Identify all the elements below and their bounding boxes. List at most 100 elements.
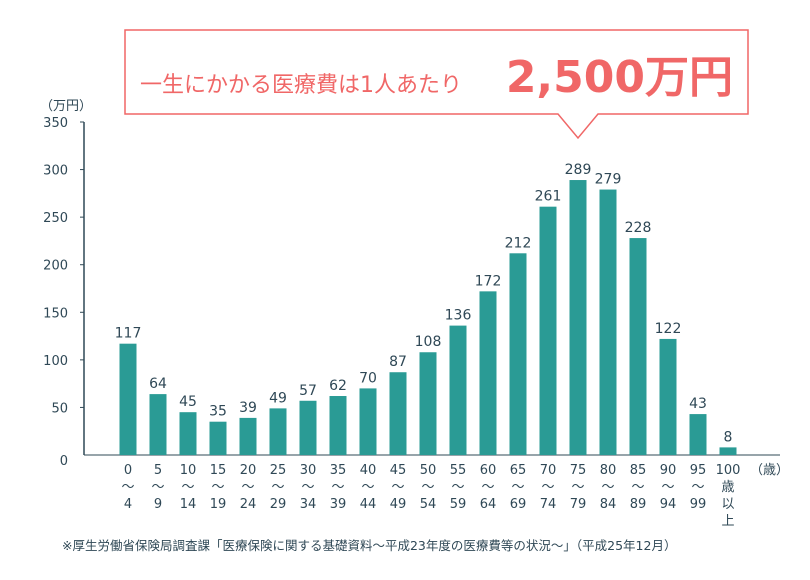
- bar-value-label: 289: [565, 162, 592, 178]
- bar: [599, 189, 617, 455]
- bar: [389, 372, 407, 455]
- x-tick-label: 74: [540, 497, 557, 512]
- x-tick-label: ～: [421, 480, 434, 495]
- x-tick-label: 45: [390, 463, 407, 478]
- x-tick-label: 79: [570, 497, 587, 512]
- bar-value-label: 261: [535, 189, 562, 205]
- x-tick-label: ～: [631, 480, 644, 495]
- x-tick-label: 85: [630, 463, 647, 478]
- x-tick-label: 54: [420, 497, 437, 512]
- bar-value-label: 172: [475, 273, 502, 289]
- bar: [659, 338, 677, 455]
- x-tick-label: 44: [360, 497, 377, 512]
- x-tick-label: 90: [660, 463, 677, 478]
- x-tick-label: 9: [154, 497, 162, 512]
- bar-value-label: 64: [149, 376, 167, 392]
- y-tick-label: 250: [43, 211, 68, 226]
- x-tick-label: ～: [121, 480, 134, 495]
- callout: 一生にかかる医療費は1人あたり 2,500万円: [124, 29, 749, 140]
- x-tick-label: ～: [691, 480, 704, 495]
- x-tick-label: 40: [360, 463, 377, 478]
- x-tick-label: 19: [210, 497, 227, 512]
- x-tick-label: 70: [540, 463, 557, 478]
- y-tick-label: 350: [43, 116, 68, 131]
- bar-value-label: 49: [269, 390, 287, 406]
- bar-value-label: 8: [724, 429, 733, 445]
- bar: [689, 414, 707, 455]
- x-tick-label: ～: [151, 480, 164, 495]
- x-tick-label: 29: [270, 497, 287, 512]
- bar-value-label: 122: [655, 321, 682, 337]
- bar-value-label: 87: [389, 354, 407, 370]
- x-tick-label: 4: [124, 497, 132, 512]
- bar: [449, 325, 467, 455]
- x-tick-label: 80: [600, 463, 617, 478]
- x-tick-label: ～: [361, 480, 374, 495]
- x-tick-label: ～: [661, 480, 674, 495]
- callout-amount: 2,500万円: [506, 52, 733, 103]
- bar-value-label: 108: [415, 334, 442, 350]
- x-tick-label: 59: [450, 497, 467, 512]
- x-tick-label: 5: [154, 463, 162, 478]
- x-tick-label: 25: [270, 463, 287, 478]
- y-tick-label: 100: [43, 354, 68, 369]
- x-tick-label: ～: [331, 480, 344, 495]
- x-tick-label: 65: [510, 463, 527, 478]
- x-tick-label: ～: [601, 480, 614, 495]
- bar: [149, 394, 167, 455]
- y-tick-label: 300: [43, 164, 68, 179]
- x-tick-label: ～: [271, 480, 284, 495]
- callout-text: 一生にかかる医療費は1人あたり: [140, 73, 462, 98]
- bar-value-label: 45: [179, 394, 197, 410]
- x-axis-unit: （歳）: [750, 463, 789, 478]
- bar-value-label: 57: [299, 383, 317, 399]
- x-tick-label: ～: [181, 480, 194, 495]
- bar: [359, 388, 377, 455]
- x-tick-label: 34: [300, 497, 317, 512]
- bar: [239, 417, 257, 455]
- x-tick-label: 69: [510, 497, 527, 512]
- x-tick-label: 24: [240, 497, 257, 512]
- bar: [509, 253, 527, 455]
- x-tick-label: 99: [690, 497, 707, 512]
- x-tick-label: 10: [180, 463, 197, 478]
- y-tick-label: 150: [43, 306, 68, 321]
- bar: [719, 447, 737, 455]
- x-tick-label: 89: [630, 497, 647, 512]
- bar: [119, 343, 137, 455]
- bar-value-label: 279: [595, 172, 622, 188]
- bar: [329, 396, 347, 455]
- source-footnote: ※厚生労働省保険局調査課「医療保険に関する基礎資料～平成23年度の医療費等の状況…: [62, 538, 677, 553]
- bar: [179, 412, 197, 455]
- x-tick-label: 50: [420, 463, 437, 478]
- y-tick-label: 200: [43, 259, 68, 274]
- x-tick-label: 15: [210, 463, 227, 478]
- x-tick-label: ～: [511, 480, 524, 495]
- x-tick-label: ～: [481, 480, 494, 495]
- bar-value-label: 212: [505, 235, 532, 251]
- x-tick-label: 100: [716, 463, 741, 478]
- bar: [209, 421, 227, 455]
- x-tick-label: 49: [390, 497, 407, 512]
- x-tick-label: 95: [690, 463, 707, 478]
- x-tick-label: 39: [330, 497, 347, 512]
- bar: [539, 206, 557, 455]
- x-tick-label: 94: [660, 497, 677, 512]
- x-tick-label: 上: [721, 514, 734, 529]
- bar: [479, 291, 497, 455]
- bar-value-label: 43: [689, 396, 707, 412]
- bar: [419, 352, 437, 455]
- x-tick-label: 14: [180, 497, 197, 512]
- bar-value-label: 117: [115, 326, 142, 342]
- x-tick-label: 以: [721, 497, 734, 512]
- x-tick-label: 20: [240, 463, 257, 478]
- x-tick-label: 64: [480, 497, 497, 512]
- x-tick-label: ～: [541, 480, 554, 495]
- bar-value-label: 35: [209, 404, 227, 420]
- bar-value-label: 39: [239, 400, 257, 416]
- x-tick-label: ～: [241, 480, 254, 495]
- bar: [269, 408, 287, 455]
- x-tick-label: 歳: [721, 480, 734, 495]
- bar-value-label: 62: [329, 378, 347, 394]
